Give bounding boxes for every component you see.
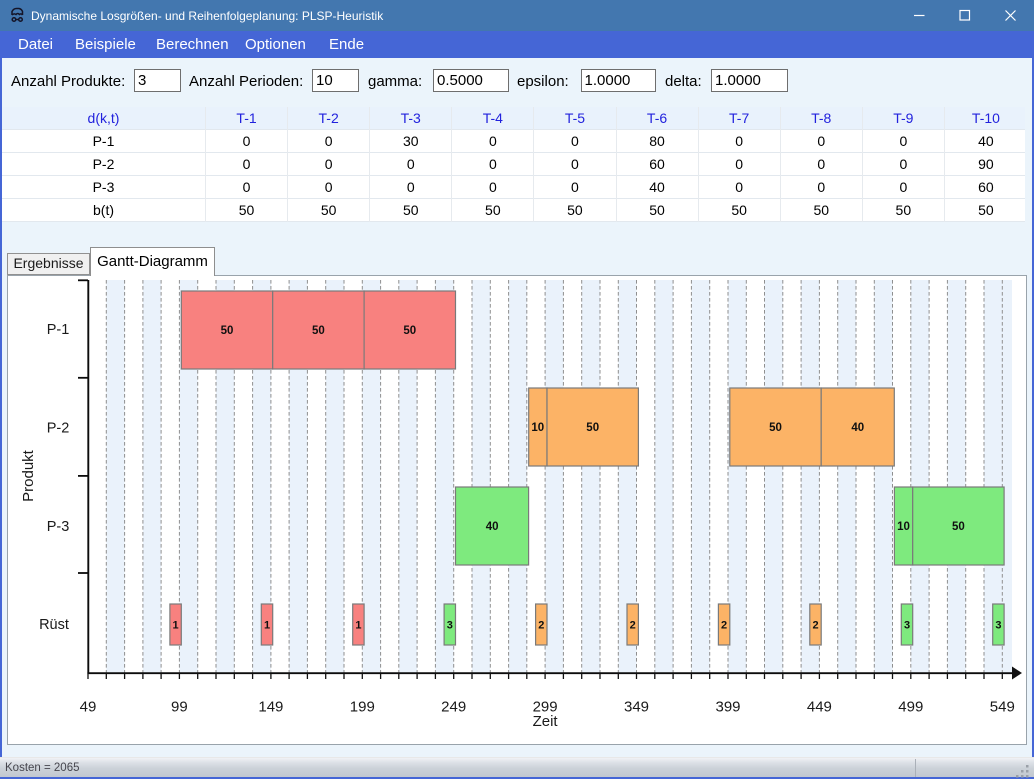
svg-text:249: 249: [441, 699, 466, 716]
svg-text:2: 2: [538, 620, 544, 632]
svg-text:50: 50: [221, 325, 234, 337]
svg-text:199: 199: [350, 699, 375, 716]
svg-text:3: 3: [995, 620, 1001, 632]
svg-text:2: 2: [721, 620, 727, 632]
svg-text:449: 449: [807, 699, 832, 716]
svg-text:149: 149: [258, 699, 283, 716]
svg-text:499: 499: [898, 699, 923, 716]
svg-text:1: 1: [355, 620, 361, 632]
svg-text:2: 2: [812, 620, 818, 632]
svg-text:2: 2: [630, 620, 636, 632]
svg-text:Produkt: Produkt: [20, 449, 37, 502]
svg-text:40: 40: [851, 422, 864, 434]
svg-text:50: 50: [769, 422, 782, 434]
svg-text:Zeit: Zeit: [533, 713, 559, 730]
svg-text:10: 10: [531, 422, 544, 434]
svg-text:549: 549: [990, 699, 1015, 716]
svg-text:349: 349: [624, 699, 649, 716]
svg-text:50: 50: [312, 325, 325, 337]
svg-text:3: 3: [447, 620, 453, 632]
svg-text:1: 1: [264, 620, 270, 632]
svg-text:49: 49: [80, 699, 97, 716]
svg-text:P-1: P-1: [47, 322, 70, 338]
svg-text:299: 299: [533, 699, 558, 716]
svg-text:Rüst: Rüst: [39, 617, 69, 633]
svg-text:10: 10: [897, 521, 910, 533]
svg-text:99: 99: [171, 699, 188, 716]
svg-text:3: 3: [904, 620, 910, 632]
svg-text:50: 50: [952, 521, 965, 533]
svg-text:399: 399: [715, 699, 740, 716]
svg-text:50: 50: [586, 422, 599, 434]
svg-text:P-3: P-3: [47, 519, 70, 535]
svg-text:1: 1: [173, 620, 179, 632]
svg-text:50: 50: [403, 325, 416, 337]
svg-text:P-2: P-2: [47, 421, 70, 437]
svg-text:40: 40: [486, 521, 499, 533]
